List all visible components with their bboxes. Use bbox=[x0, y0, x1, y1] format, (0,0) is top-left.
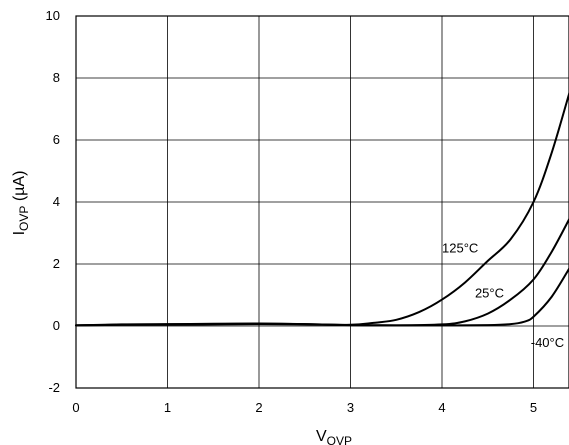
grid bbox=[75, 15, 569, 389]
y-tick-labels: -2 0 2 4 6 8 10 bbox=[46, 8, 60, 395]
y-tick-label: 10 bbox=[46, 8, 60, 23]
y-tick-label: 0 bbox=[53, 318, 60, 333]
y-axis-label-sub: OVP bbox=[17, 206, 31, 231]
series-line bbox=[75, 266, 569, 327]
series-label: 25°C bbox=[475, 285, 504, 300]
y-axis-label-main: I bbox=[11, 231, 28, 235]
y-tick-label: 8 bbox=[53, 70, 60, 85]
x-tick-label: 1 bbox=[164, 400, 171, 415]
series-line bbox=[75, 217, 569, 327]
x-axis-label: VOVP bbox=[316, 428, 352, 445]
x-tick-labels: 0 1 2 3 4 5 bbox=[72, 400, 537, 415]
series-label: -40°C bbox=[531, 335, 564, 350]
y-tick-label: 6 bbox=[53, 132, 60, 147]
x-tick-label: 0 bbox=[72, 400, 79, 415]
x-axis-label-main: V bbox=[316, 428, 327, 445]
series-labels: 125°C 25°C -40°C bbox=[442, 241, 564, 351]
x-tick-label: 3 bbox=[347, 400, 354, 415]
x-tick-label: 4 bbox=[438, 400, 445, 415]
x-tick-label: 2 bbox=[255, 400, 262, 415]
y-tick-label: 2 bbox=[53, 256, 60, 271]
series-lines bbox=[75, 90, 569, 327]
x-tick-label: 5 bbox=[530, 400, 537, 415]
plot-frame bbox=[75, 15, 569, 389]
x-axis-label-sub: OVP bbox=[327, 434, 352, 445]
y-tick-label: 4 bbox=[53, 194, 60, 209]
series-label: 125°C bbox=[442, 241, 478, 256]
y-tick-label: -2 bbox=[48, 380, 60, 395]
y-axis-label-unit: (µA) bbox=[11, 171, 28, 206]
y-axis-label: IOVP (µA) bbox=[11, 171, 31, 236]
